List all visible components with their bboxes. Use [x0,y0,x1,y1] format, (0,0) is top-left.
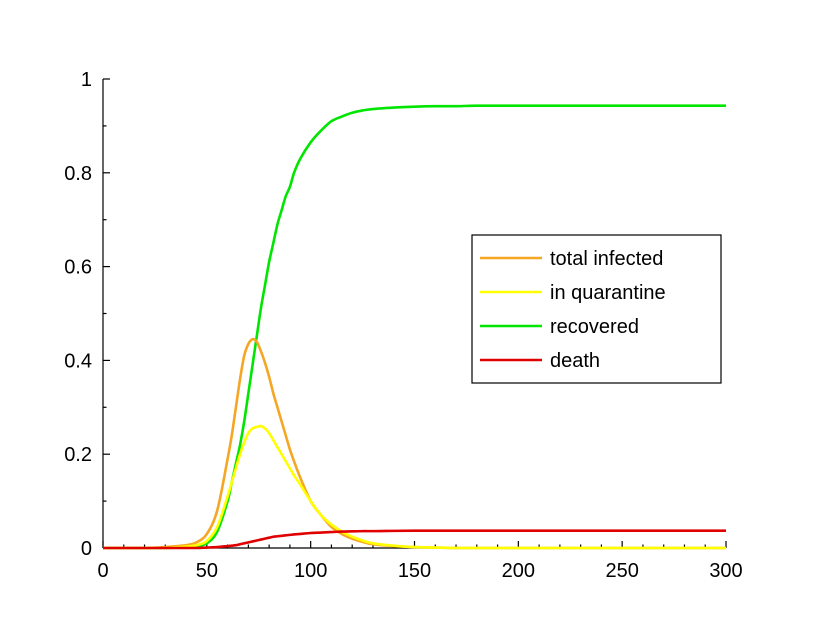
y-tick-label: 0.8 [64,163,92,185]
x-tick-label: 250 [605,560,638,582]
y-tick-label: 1 [81,69,92,91]
x-tick-label: 200 [502,560,535,582]
x-tick-label: 50 [196,560,218,582]
legend-box [471,234,722,384]
legend-label-in-quarantine: in quarantine [550,282,666,304]
x-tick-label: 100 [294,560,327,582]
x-tick-label: 150 [398,560,431,582]
series-line-recovered [102,104,726,550]
legend-label-recovered: recovered [550,316,639,338]
series-lines [102,104,726,550]
y-tick-label: 0.2 [64,444,92,466]
legend-items: total infected in quarantine recovered deat… [480,248,666,372]
axes: 0 50 100 150 200 250 300 0 0.2 0.4 0.6 0.8 1 [64,69,743,582]
legend: total infected in quarantine recovered deat… [471,234,722,384]
y-tick-label: 0.4 [64,350,92,372]
legend-label-total-infected: total infected [550,248,663,270]
y-ticks: 0 0.2 0.4 0.6 0.8 1 [64,69,110,560]
y-tick-label: 0.6 [64,257,92,279]
x-tick-label: 0 [97,560,108,582]
series-line-in-quarantine [102,424,726,550]
x-tick-label: 300 [709,560,742,582]
series-line-death [102,529,726,550]
y-tick-label: 0 [81,538,92,560]
legend-label-death: death [550,350,600,372]
x-ticks: 0 50 100 150 200 250 300 [97,541,743,582]
